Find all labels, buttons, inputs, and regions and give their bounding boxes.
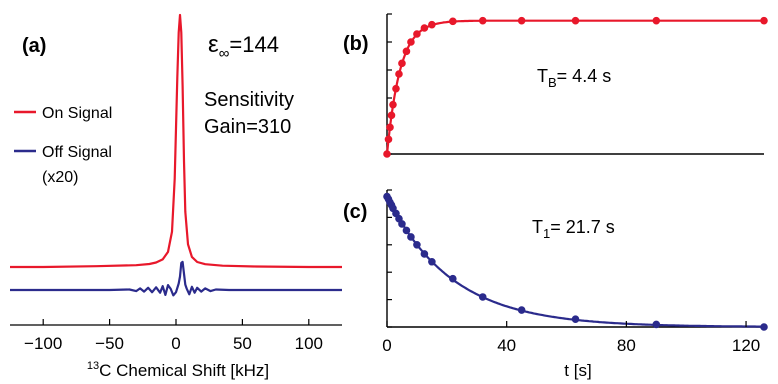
data-point bbox=[478, 16, 487, 25]
panel-a: (a) ε∞=144 Sensitivity Gain=310 On Signa… bbox=[10, 13, 342, 380]
data-point bbox=[571, 16, 580, 25]
data-point bbox=[478, 293, 487, 301]
spectrum-off-line bbox=[10, 260, 342, 297]
panel-a-x-axis-title: 13C Chemical Shift [kHz] bbox=[87, 360, 269, 380]
panel-c-x-axis-title: t [s] bbox=[564, 361, 591, 380]
panel-c-x-tick-label: 120 bbox=[732, 336, 760, 355]
data-point bbox=[398, 220, 406, 228]
panel-c-x-tick-label: 0 bbox=[382, 336, 391, 355]
panel-b-annotation-main: T bbox=[537, 66, 548, 86]
data-point bbox=[760, 16, 768, 25]
panel-c-label: (c) bbox=[343, 201, 367, 223]
data-point bbox=[652, 16, 661, 25]
data-point bbox=[392, 84, 400, 93]
x-axis-title-text: C Chemical Shift [kHz] bbox=[99, 361, 269, 380]
panel-a-x-tick-label: 0 bbox=[171, 334, 180, 353]
data-point bbox=[407, 38, 415, 46]
epsilon-annotation: ε∞=144 bbox=[208, 31, 279, 62]
panel-b-annotation: TB= 4.4 s bbox=[537, 66, 611, 90]
panel-c-annotation-rest: = 21.7 s bbox=[550, 217, 615, 237]
data-point bbox=[428, 257, 436, 266]
data-point bbox=[652, 320, 661, 329]
data-point bbox=[449, 274, 457, 283]
epsilon-subscript: ∞ bbox=[219, 45, 230, 62]
data-point bbox=[389, 100, 397, 109]
data-point bbox=[420, 24, 429, 32]
epsilon-value: =144 bbox=[229, 32, 279, 57]
panel-b-annotation-rest: = 4.4 s bbox=[557, 66, 612, 86]
data-point bbox=[387, 111, 396, 120]
x-axis-title-superscript: 13 bbox=[87, 360, 99, 372]
data-point bbox=[407, 233, 415, 241]
panel-c-annotation-main: T bbox=[532, 217, 543, 237]
panel-c-x-axis: 0 40 80 120 bbox=[382, 321, 760, 355]
data-point bbox=[428, 20, 436, 29]
panel-a-plot bbox=[10, 13, 342, 297]
panel-b-annotation-sub: B bbox=[548, 75, 557, 90]
panel-b-plot bbox=[383, 16, 768, 158]
data-point bbox=[420, 250, 429, 258]
data-point bbox=[384, 135, 393, 144]
panel-a-x-axis: −100 −50 0 50 100 bbox=[10, 319, 342, 353]
epsilon-symbol: ε bbox=[208, 31, 219, 58]
spectrum-on-line bbox=[10, 13, 342, 269]
legend-label-off: Off Signal bbox=[42, 144, 112, 161]
data-point bbox=[413, 241, 421, 249]
legend: On Signal Off Signal (x20) bbox=[14, 105, 112, 186]
panel-a-x-tick-label: −100 bbox=[24, 334, 62, 353]
fit-curve bbox=[386, 196, 764, 328]
panel-c-x-tick-label: 80 bbox=[617, 336, 636, 355]
panel-a-x-tick-label: 50 bbox=[233, 334, 252, 353]
panel-a-x-tick-label: 100 bbox=[295, 334, 323, 353]
data-point bbox=[571, 315, 580, 323]
panel-c-annotation-sub: 1 bbox=[543, 226, 550, 241]
panel-b-label: (b) bbox=[343, 33, 369, 55]
legend-label-on: On Signal bbox=[42, 105, 112, 122]
data-point bbox=[760, 323, 768, 331]
panel-a-label: (a) bbox=[22, 35, 46, 57]
data-point bbox=[395, 70, 403, 78]
data-point bbox=[386, 123, 394, 132]
panel-a-x-tick-label: −50 bbox=[95, 334, 124, 353]
data-point bbox=[517, 306, 526, 314]
data-point bbox=[402, 226, 411, 235]
data-point bbox=[398, 59, 406, 68]
data-point bbox=[449, 17, 457, 26]
data-point bbox=[517, 16, 526, 25]
sensitivity-line-1: Sensitivity bbox=[204, 89, 294, 111]
fit-curve bbox=[385, 19, 764, 155]
panel-c-annotation: T1= 21.7 s bbox=[532, 217, 615, 241]
panel-c-x-tick-label: 40 bbox=[497, 336, 516, 355]
data-point bbox=[402, 47, 411, 56]
sensitivity-line-2: Gain=310 bbox=[204, 116, 291, 138]
panel-c-axes bbox=[386, 189, 764, 328]
data-point bbox=[383, 150, 391, 158]
data-point bbox=[413, 30, 421, 38]
panel-c: (c) 0 40 80 120 T1= 21.7 s t [s] bbox=[343, 189, 768, 380]
legend-label-off-scale: (x20) bbox=[42, 169, 78, 186]
panel-c-plot bbox=[383, 192, 768, 331]
panel-b: (b) TB= 4.4 s bbox=[343, 13, 768, 158]
